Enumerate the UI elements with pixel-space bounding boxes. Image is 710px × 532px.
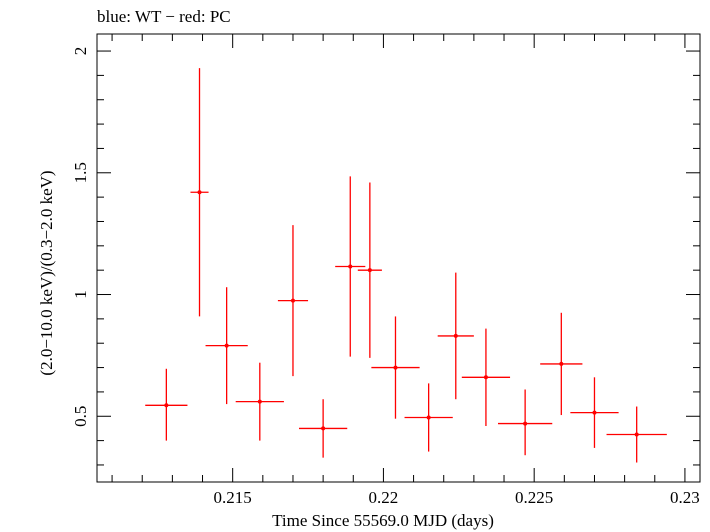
data-marker — [367, 268, 372, 273]
data-point — [570, 377, 619, 448]
plot-frame — [96, 33, 701, 483]
y-tick-label: 1 — [71, 290, 90, 299]
data-points — [145, 68, 667, 463]
data-point — [357, 182, 382, 358]
data-point — [145, 368, 188, 441]
data-marker — [453, 333, 458, 338]
data-marker — [634, 432, 639, 437]
data-marker — [426, 415, 431, 420]
data-marker — [559, 361, 564, 366]
data-point — [277, 225, 309, 377]
x-tick-label: 0.225 — [515, 488, 553, 507]
data-marker — [224, 343, 229, 348]
data-point — [190, 68, 209, 317]
data-point — [299, 399, 348, 458]
data-marker — [321, 426, 326, 431]
data-point — [205, 287, 248, 405]
data-point — [371, 316, 420, 419]
data-point — [540, 312, 583, 416]
chart-title: blue: WT − red: PC — [97, 7, 231, 26]
data-marker — [290, 298, 295, 303]
data-marker — [393, 365, 398, 370]
data-point — [437, 272, 474, 400]
data-marker — [197, 190, 202, 195]
y-axis-label: (2.0−10.0 keV)/(0.3−2.0 keV) — [37, 170, 56, 375]
data-point — [461, 328, 511, 426]
data-marker — [483, 375, 488, 380]
data-marker — [523, 421, 528, 426]
x-axis-ticks: 0.215 0.22 0.225 0.23 — [111, 34, 700, 507]
x-axis-label: Time Since 55569.0 MJD (days) — [272, 511, 494, 530]
data-point — [235, 362, 284, 441]
data-marker — [164, 403, 169, 408]
y-tick-label: 2 — [71, 47, 90, 56]
data-point — [335, 176, 366, 357]
y-axis-ticks: 0.5 1 1.5 2 — [71, 47, 700, 466]
data-marker — [592, 410, 597, 415]
y-tick-label: 1.5 — [71, 162, 90, 183]
data-marker — [348, 264, 353, 269]
x-tick-label: 0.23 — [670, 488, 700, 507]
data-marker — [257, 399, 262, 404]
data-point — [606, 406, 667, 463]
data-point — [404, 383, 453, 452]
y-tick-label: 0.5 — [71, 406, 90, 427]
data-point — [497, 389, 553, 456]
x-tick-label: 0.22 — [369, 488, 399, 507]
x-tick-label: 0.215 — [214, 488, 252, 507]
